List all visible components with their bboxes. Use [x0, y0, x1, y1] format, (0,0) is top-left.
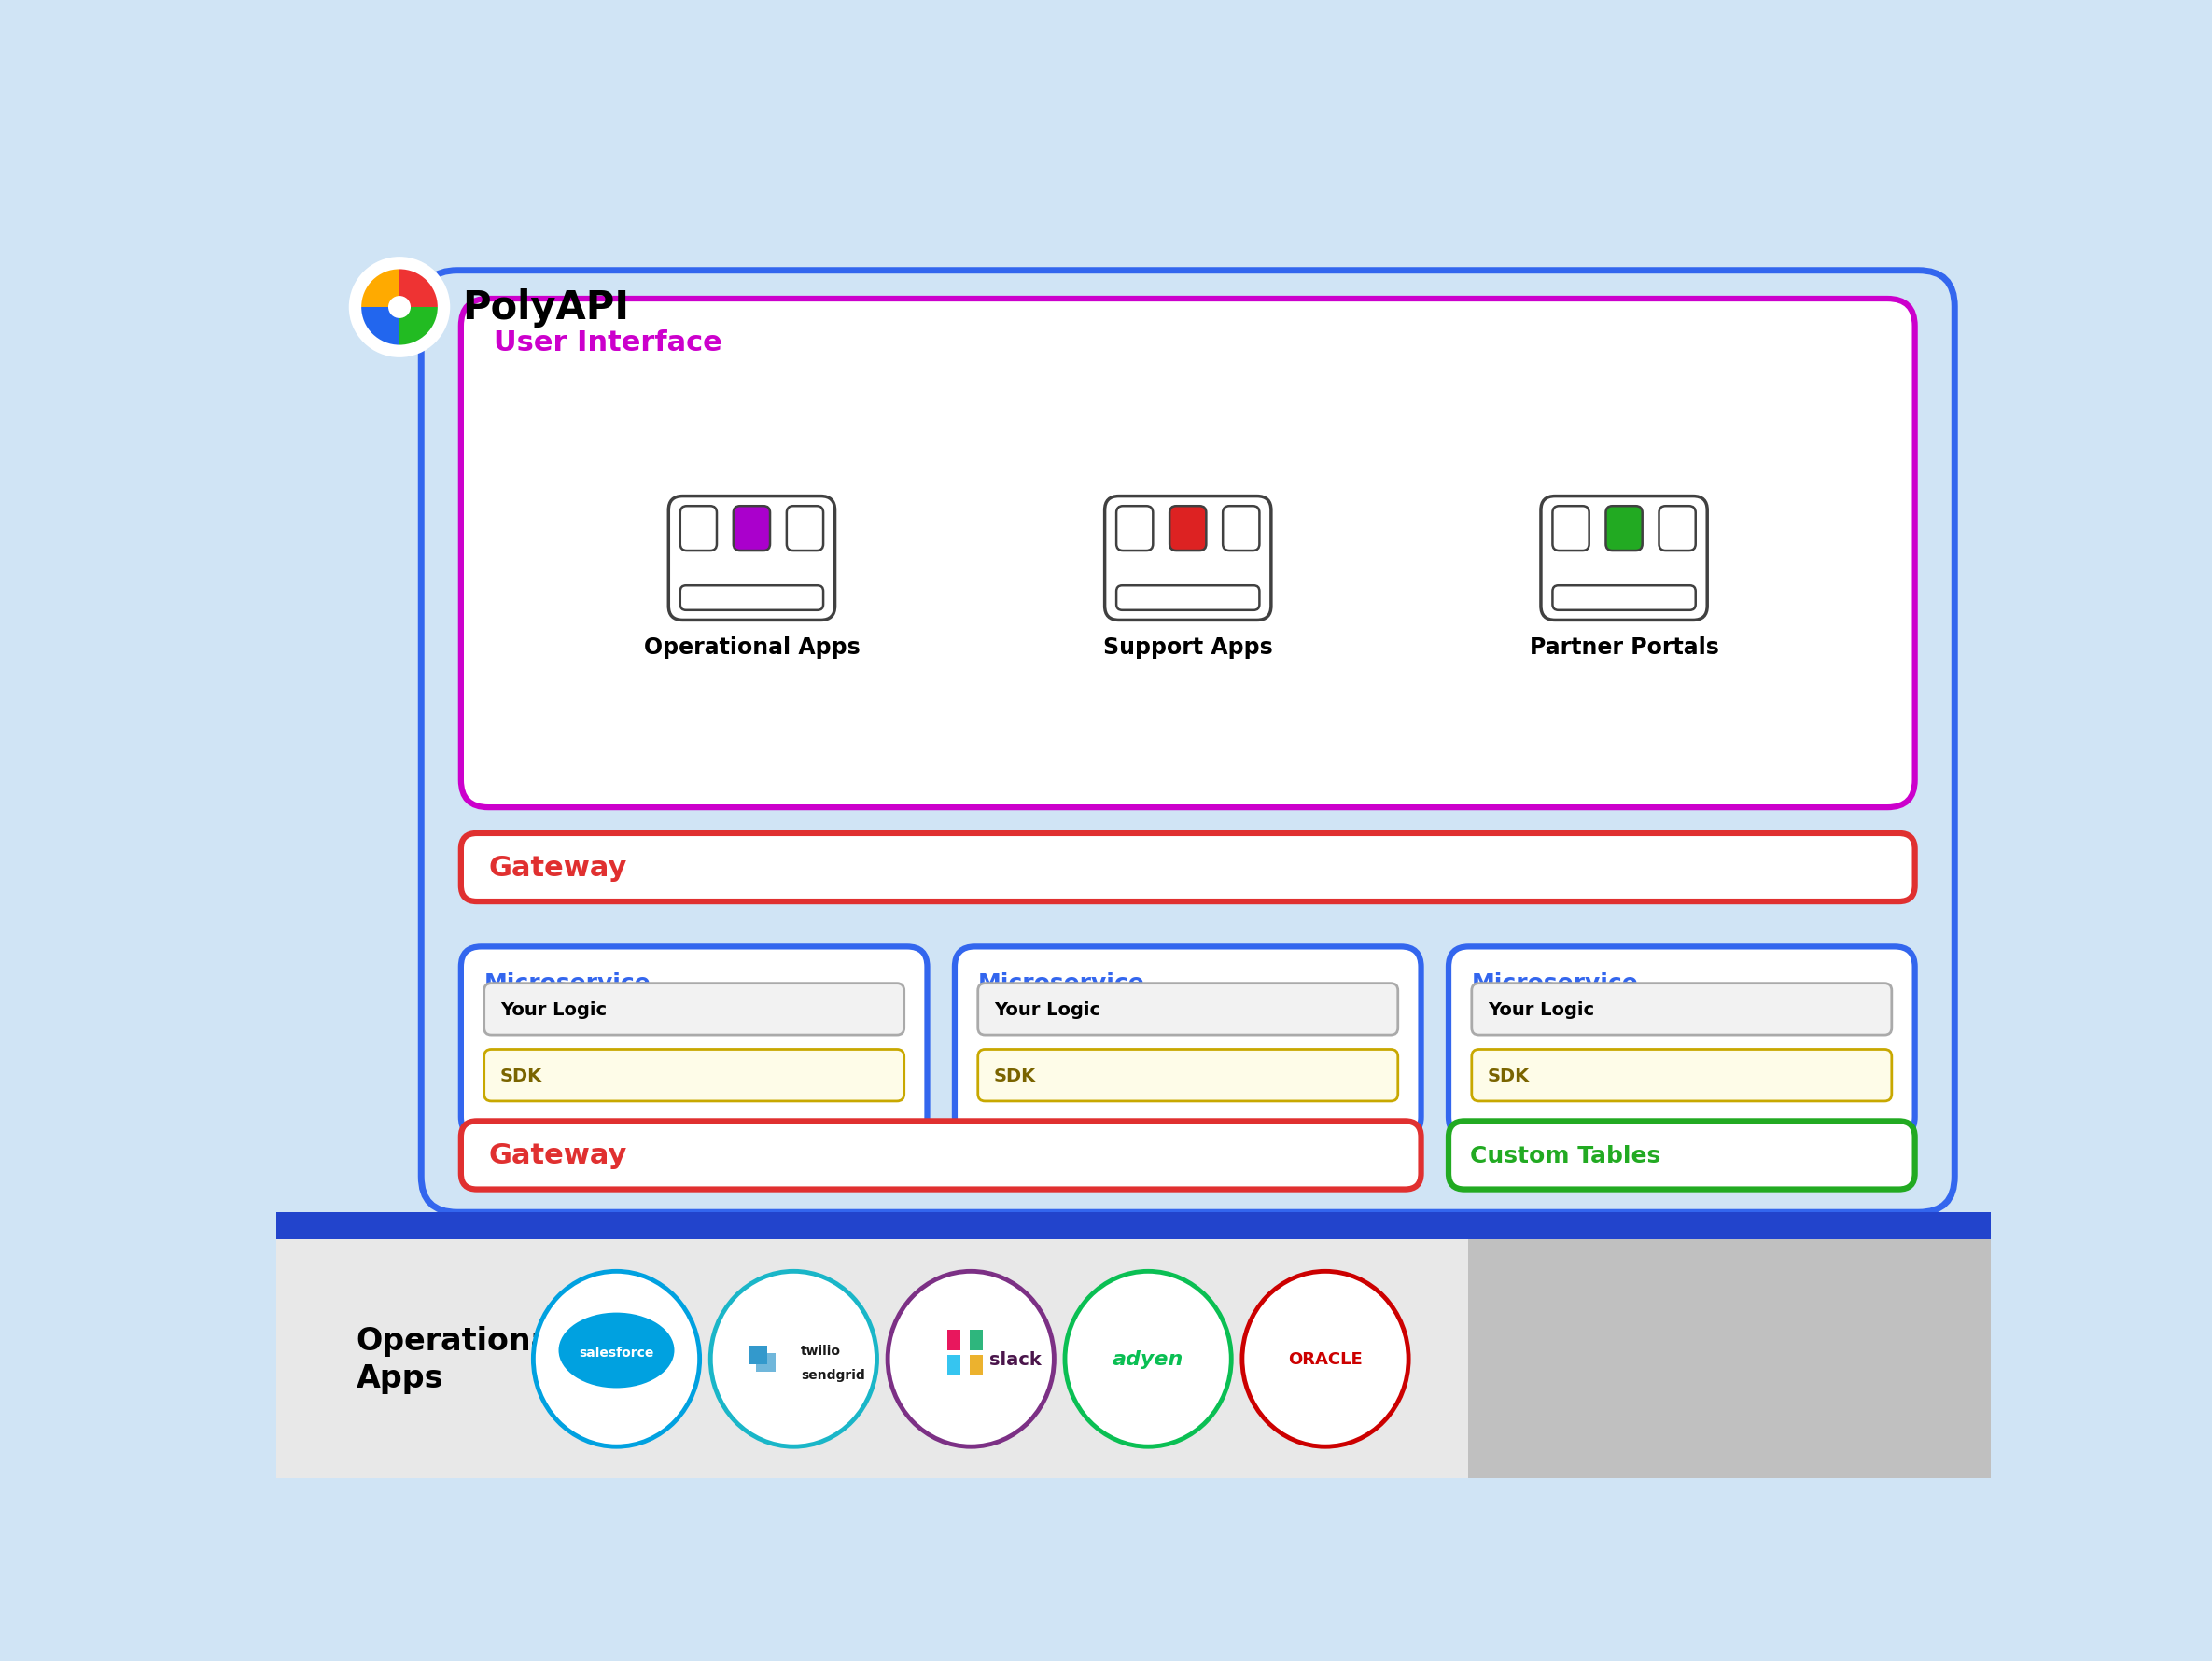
Text: Microservice: Microservice: [978, 972, 1146, 993]
FancyBboxPatch shape: [460, 947, 927, 1138]
FancyBboxPatch shape: [681, 507, 717, 551]
FancyBboxPatch shape: [1553, 586, 1697, 611]
Text: SDK: SDK: [500, 1066, 542, 1085]
Ellipse shape: [887, 1271, 1055, 1447]
Text: Gateway: Gateway: [489, 854, 626, 882]
Bar: [947, 1330, 960, 1350]
FancyBboxPatch shape: [1449, 1121, 1916, 1189]
FancyBboxPatch shape: [1553, 507, 1588, 551]
Text: Microservice: Microservice: [1471, 972, 1639, 993]
Text: ORACLE: ORACLE: [1287, 1350, 1363, 1367]
FancyBboxPatch shape: [1104, 497, 1272, 621]
Circle shape: [389, 297, 411, 319]
Text: Your Logic: Your Logic: [500, 1000, 606, 1018]
FancyBboxPatch shape: [484, 1050, 905, 1101]
Circle shape: [349, 257, 449, 359]
FancyBboxPatch shape: [1606, 507, 1641, 551]
FancyBboxPatch shape: [1542, 497, 1708, 621]
Wedge shape: [400, 307, 438, 345]
Text: Custom Tables: Custom Tables: [1471, 1144, 1661, 1166]
FancyBboxPatch shape: [1449, 947, 1916, 1138]
Bar: [969, 1355, 982, 1375]
FancyBboxPatch shape: [956, 947, 1420, 1138]
Text: salesforce: salesforce: [580, 1345, 655, 1359]
Text: Your Logic: Your Logic: [993, 1000, 1099, 1018]
Wedge shape: [400, 269, 438, 307]
FancyBboxPatch shape: [1117, 507, 1152, 551]
FancyBboxPatch shape: [460, 1121, 1420, 1189]
Bar: [947, 1355, 960, 1375]
Ellipse shape: [533, 1271, 699, 1447]
FancyBboxPatch shape: [1659, 507, 1697, 551]
Text: Operational Apps: Operational Apps: [644, 636, 860, 659]
Text: User Interface: User Interface: [493, 329, 721, 355]
FancyBboxPatch shape: [681, 586, 823, 611]
FancyBboxPatch shape: [978, 983, 1398, 1035]
Text: SDK: SDK: [993, 1066, 1035, 1085]
Text: Gateway: Gateway: [489, 1143, 626, 1169]
Bar: [757, 1354, 774, 1372]
Bar: [276, 1239, 1469, 1478]
Text: SDK: SDK: [1489, 1066, 1531, 1085]
Ellipse shape: [1064, 1271, 1232, 1447]
Text: adyen: adyen: [1113, 1350, 1183, 1369]
FancyBboxPatch shape: [1471, 1050, 1891, 1101]
FancyBboxPatch shape: [1223, 507, 1259, 551]
Bar: [1469, 1239, 1991, 1478]
Wedge shape: [361, 269, 400, 307]
Text: twilio: twilio: [801, 1344, 841, 1357]
FancyBboxPatch shape: [787, 507, 823, 551]
Bar: [750, 1345, 768, 1365]
Ellipse shape: [1243, 1271, 1409, 1447]
Text: Your Logic: Your Logic: [1489, 1000, 1595, 1018]
FancyBboxPatch shape: [460, 299, 1916, 807]
FancyBboxPatch shape: [484, 983, 905, 1035]
FancyBboxPatch shape: [460, 834, 1916, 902]
Text: Support Apps: Support Apps: [1104, 636, 1272, 659]
Wedge shape: [361, 307, 400, 345]
Bar: [276, 1213, 1991, 1239]
FancyBboxPatch shape: [420, 271, 1955, 1213]
FancyBboxPatch shape: [1117, 586, 1259, 611]
Text: Partner Portals: Partner Portals: [1528, 636, 1719, 659]
Ellipse shape: [560, 1312, 675, 1389]
Bar: [969, 1330, 982, 1350]
FancyBboxPatch shape: [734, 507, 770, 551]
Text: PolyAPI: PolyAPI: [462, 287, 630, 327]
FancyBboxPatch shape: [1170, 507, 1206, 551]
Text: Operational
Apps: Operational Apps: [356, 1325, 562, 1394]
Text: sendgrid: sendgrid: [801, 1369, 865, 1382]
Text: Microservice: Microservice: [484, 972, 650, 993]
Ellipse shape: [710, 1271, 876, 1447]
FancyBboxPatch shape: [1471, 983, 1891, 1035]
FancyBboxPatch shape: [978, 1050, 1398, 1101]
Text: slack: slack: [989, 1350, 1042, 1369]
FancyBboxPatch shape: [668, 497, 834, 621]
